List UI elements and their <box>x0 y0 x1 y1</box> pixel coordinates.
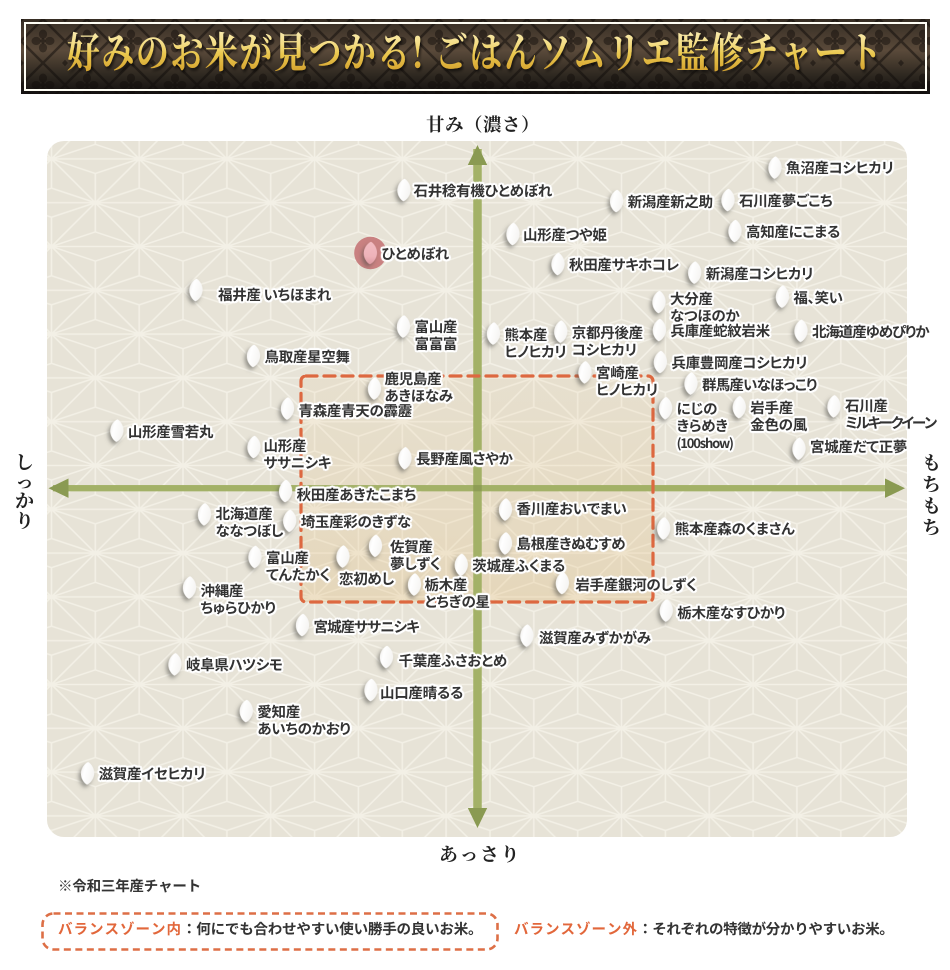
svg-text:好みのお米が見つかる! ごはんソムリエ監修チャート: 好みのお米が見つかる! ごはんソムリエ監修チャート <box>67 19 883 80</box>
